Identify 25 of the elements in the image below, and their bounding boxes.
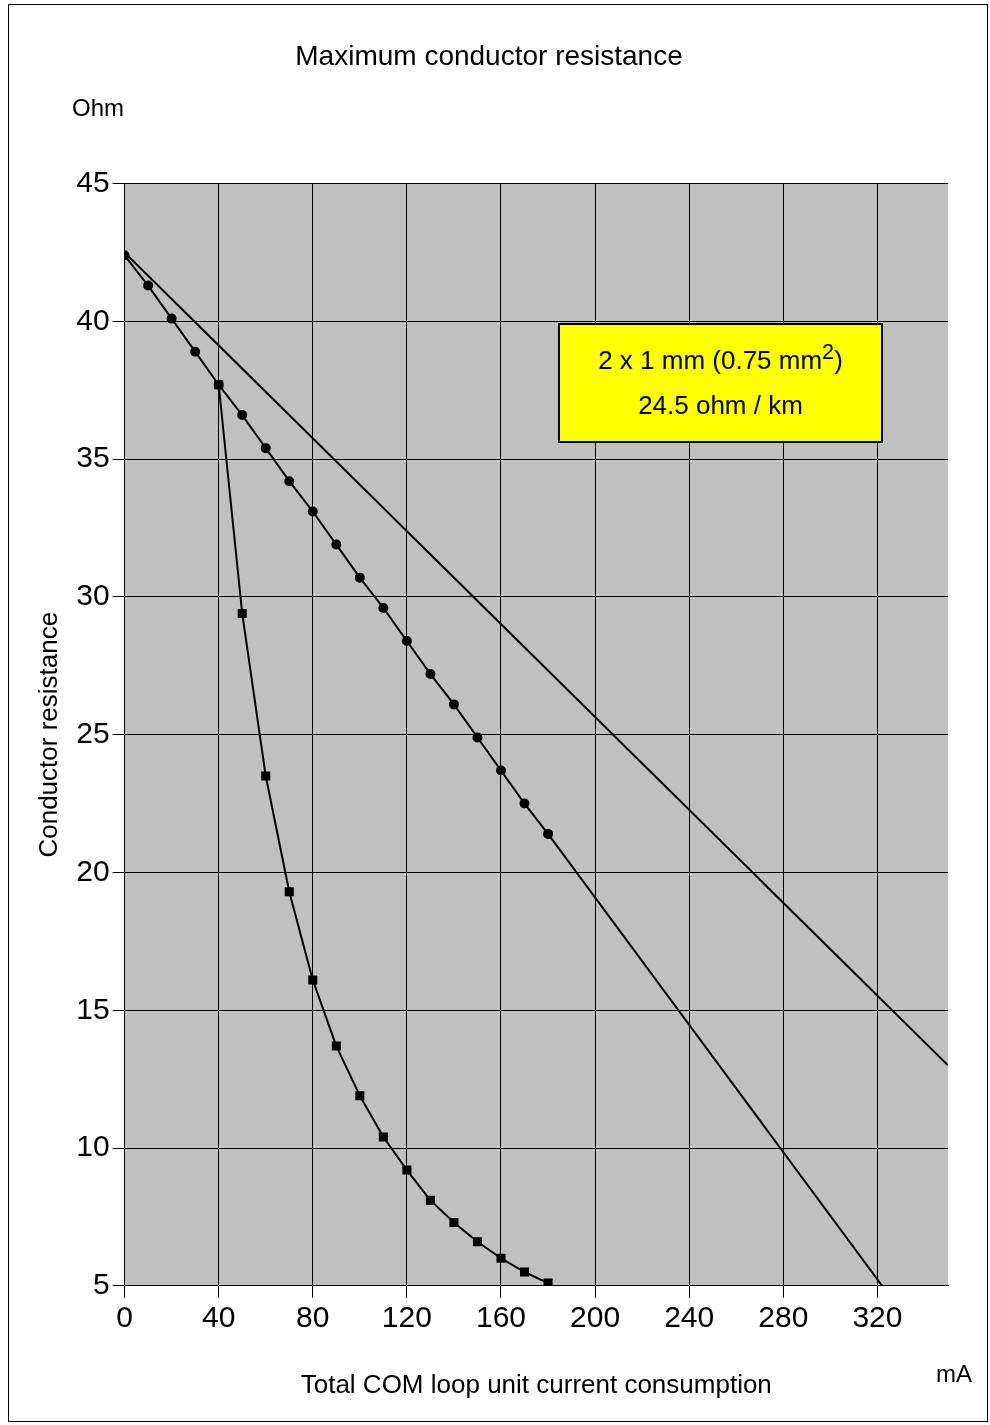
x-tick-label: 120 (381, 1300, 432, 1334)
y-tick-label: 20 (76, 853, 110, 887)
y-tick-label: 15 (76, 991, 110, 1025)
y-tick-label: 30 (76, 578, 110, 612)
annotation: 24.5 ohm / km (637, 389, 804, 421)
x-tick-label: 80 (296, 1300, 330, 1334)
chart-title: Maximum conductor resistance (295, 39, 683, 71)
y-tick-label: 35 (76, 440, 110, 474)
x-tick-label: 280 (758, 1300, 809, 1334)
x-tick-label: 200 (570, 1300, 621, 1334)
x-tick-label: 320 (852, 1300, 903, 1334)
y-tick-label: 5 (92, 1267, 110, 1301)
x-axis-title: Total COM loop unit current consumption (300, 1368, 772, 1399)
text: mA (936, 1360, 972, 1388)
y-tick-label: 25 (76, 715, 110, 749)
y-tick-label: 10 (76, 1129, 110, 1163)
y-tick-label: 45 (76, 164, 110, 198)
x-tick-label: 240 (664, 1300, 715, 1334)
x-tick-label: 160 (475, 1300, 527, 1334)
text: Ohm (72, 94, 125, 122)
annotation: 2 x 1 mm (0.75 mm$^{2}$) (597, 339, 844, 376)
x-tick-label: 0 (116, 1300, 133, 1334)
y-tick-label: 40 (76, 302, 110, 336)
y-axis-title: Conductor resistance (32, 611, 63, 858)
x-tick-label: 40 (201, 1300, 236, 1334)
